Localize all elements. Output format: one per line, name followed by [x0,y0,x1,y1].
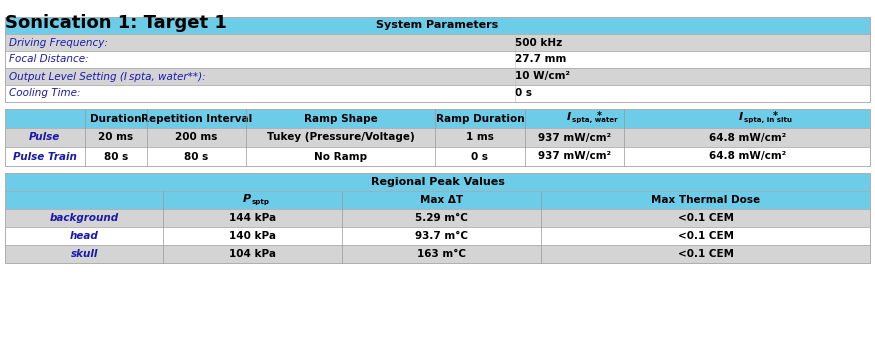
Text: <0.1 CEM: <0.1 CEM [677,213,733,223]
Bar [5,209,870,227]
Bar [5,17,870,34]
Text: Duration: Duration [90,113,142,124]
Text: Driving Frequency:: Driving Frequency: [9,37,108,48]
Text: Ramp Shape: Ramp Shape [304,113,377,124]
Text: Cooling Time:: Cooling Time: [9,89,80,98]
Text: Regional Peak Values: Regional Peak Values [371,177,504,187]
Bar [5,147,870,166]
Text: Pulse: Pulse [29,133,60,142]
Text: background: background [50,213,119,223]
Bar [5,34,870,51]
Text: 80 s: 80 s [103,152,128,161]
Text: 1 ms: 1 ms [466,133,493,142]
Text: *: * [597,111,602,120]
Text: 0 s: 0 s [515,89,532,98]
Bar [5,173,870,191]
Bar [5,191,870,209]
Text: 200 ms: 200 ms [175,133,218,142]
Text: <0.1 CEM: <0.1 CEM [677,231,733,241]
Text: 5.29 m°C: 5.29 m°C [416,213,468,223]
Text: 64.8 mW/cm²: 64.8 mW/cm² [709,133,786,142]
Bar [5,51,870,68]
Bar [5,227,870,245]
Text: Max ΔT: Max ΔT [420,195,464,205]
Text: Sonication 1: Target 1: Sonication 1: Target 1 [5,14,227,32]
Text: 937 mW/cm²: 937 mW/cm² [538,152,611,161]
Bar [5,109,870,166]
Text: I: I [739,112,743,122]
Text: I: I [566,112,570,122]
Text: 27.7 mm: 27.7 mm [515,55,566,64]
Text: 140 kPa: 140 kPa [229,231,276,241]
Bar [5,245,870,263]
Text: 144 kPa: 144 kPa [229,213,276,223]
Text: 937 mW/cm²: 937 mW/cm² [538,133,611,142]
Text: Output Level Setting (I spta, water**):: Output Level Setting (I spta, water**): [9,71,206,82]
Text: 64.8 mW/cm²: 64.8 mW/cm² [709,152,786,161]
Text: Tukey (Pressure/Voltage): Tukey (Pressure/Voltage) [267,133,415,142]
Text: 104 kPa: 104 kPa [229,249,276,259]
Text: 20 ms: 20 ms [98,133,133,142]
Bar [5,85,870,102]
Text: sptp: sptp [252,199,270,205]
Text: No Ramp: No Ramp [314,152,368,161]
Text: 10 W/cm²: 10 W/cm² [515,71,570,82]
Text: 500 kHz: 500 kHz [515,37,563,48]
Text: *: * [774,111,778,120]
Bar [5,109,870,128]
Bar [5,173,870,263]
Text: <0.1 CEM: <0.1 CEM [677,249,733,259]
Text: spta, water: spta, water [571,117,617,123]
Text: Pulse Train: Pulse Train [13,152,77,161]
Text: Max Thermal Dose: Max Thermal Dose [651,195,760,205]
Text: P: P [242,194,251,204]
Text: spta, in situ: spta, in situ [744,117,792,123]
Text: Focal Distance:: Focal Distance: [9,55,88,64]
Text: skull: skull [71,249,98,259]
Bar [5,68,870,85]
Text: System Parameters: System Parameters [376,21,499,30]
Text: 163 m°C: 163 m°C [417,249,466,259]
Bar [5,128,870,147]
Bar [5,17,870,102]
Text: 93.7 m°C: 93.7 m°C [416,231,468,241]
Text: 0 s: 0 s [472,152,488,161]
Text: head: head [70,231,99,241]
Text: Repetition Interval: Repetition Interval [141,113,252,124]
Text: Ramp Duration: Ramp Duration [436,113,524,124]
Text: 80 s: 80 s [185,152,209,161]
